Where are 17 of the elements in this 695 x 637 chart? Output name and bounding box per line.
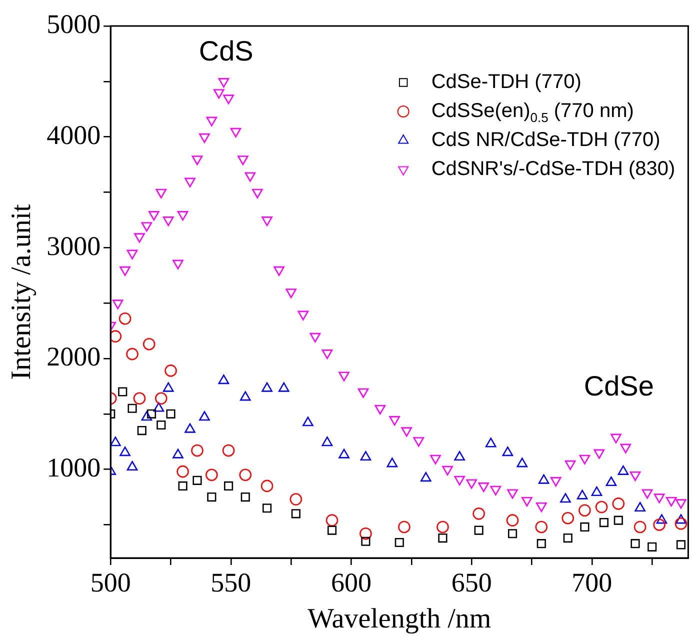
legend-label: CdSNR's/-CdSe-TDH (830) xyxy=(431,158,676,180)
y-tick-label: 5000 xyxy=(46,9,101,40)
legend-label: CdS NR/CdSe-TDH (770) xyxy=(431,129,660,152)
y-tick-label: 2000 xyxy=(46,342,101,372)
y-tick-label: 3000 xyxy=(46,230,101,261)
x-tick-label: 550 xyxy=(210,567,252,598)
x-tick-label: 500 xyxy=(90,567,131,598)
y-tick-label: 1000 xyxy=(46,452,101,482)
annotation: CdS xyxy=(198,35,254,66)
legend-label: CdSe-TDH (770) xyxy=(431,71,582,94)
x-tick-label: 650 xyxy=(451,567,492,598)
annotation: CdSe xyxy=(584,370,654,402)
y-tick-label: 4000 xyxy=(46,120,101,150)
x-tick-label: 600 xyxy=(331,567,372,598)
x-tick-label: 700 xyxy=(572,567,612,598)
y-axis-title: Intensity /a.unit xyxy=(6,204,38,380)
x-axis-title: Wavelength /nm xyxy=(308,604,492,635)
